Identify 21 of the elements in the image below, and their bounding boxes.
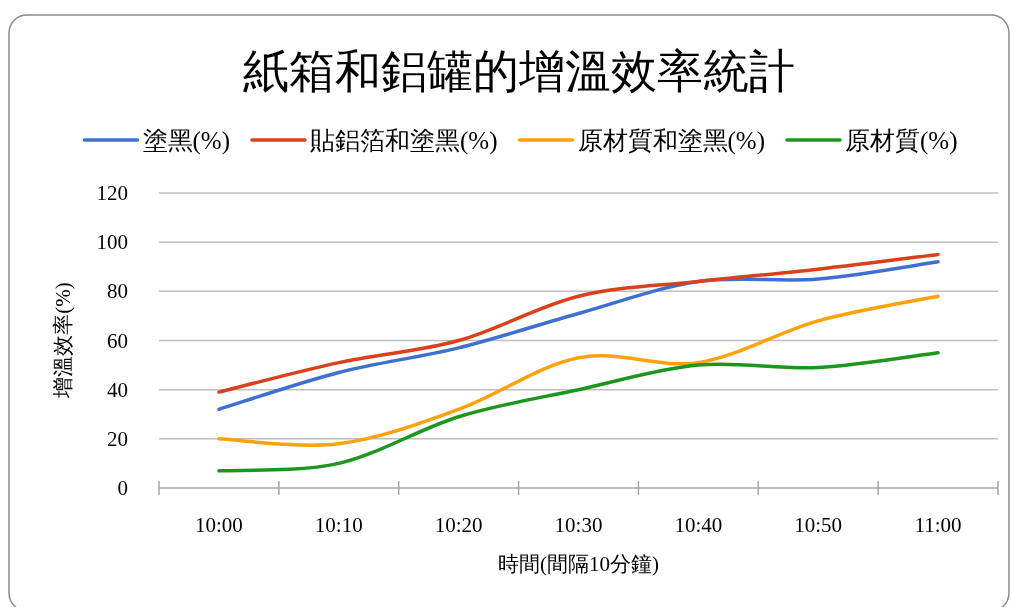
x-tick-label: 10:10 — [314, 513, 363, 537]
y-tick-label: 40 — [107, 377, 128, 402]
y-tick-label: 80 — [107, 279, 128, 304]
x-tick-label: 10:50 — [794, 513, 843, 537]
x-tick-label: 10:20 — [434, 513, 483, 537]
y-tick-label: 120 — [96, 181, 128, 205]
legend-label: 塗黑(%) — [142, 127, 231, 155]
x-tick-label: 10:00 — [195, 513, 243, 537]
y-tick-label: 60 — [107, 328, 128, 353]
legend-label: 原材質(%) — [844, 127, 958, 155]
legend-label: 貼鋁箔和塗黑(%) — [310, 127, 498, 155]
y-tick-label: 100 — [96, 230, 128, 255]
x-tick-label: 11:00 — [914, 513, 962, 537]
y-tick-label: 20 — [107, 426, 128, 451]
chart-title: 紙箱和鋁罐的增溫效率統計 — [243, 46, 795, 97]
y-tick-label: 0 — [117, 476, 128, 500]
x-tick-label: 10:30 — [554, 513, 603, 537]
x-tick-label: 10:40 — [674, 513, 723, 537]
y-axis-title: 增溫效率(%) — [51, 282, 75, 399]
legend-label: 原材質和塗黑(%) — [577, 127, 765, 155]
x-axis-title: 時間(間隔10分鐘) — [498, 552, 659, 576]
